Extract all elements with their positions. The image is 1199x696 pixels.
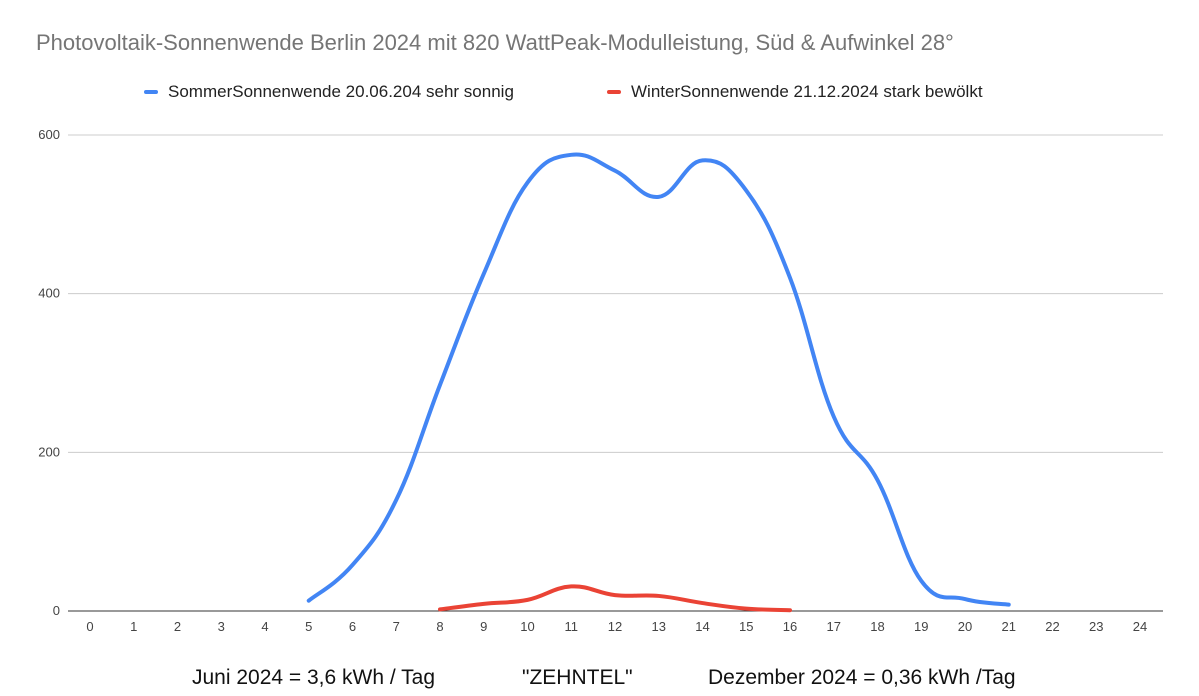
- footer-zehntel: "ZEHNTEL": [522, 666, 633, 689]
- y-tick-label: 0: [53, 603, 60, 618]
- x-tick-label: 1: [130, 619, 137, 634]
- x-tick-label: 22: [1045, 619, 1059, 634]
- x-tick-label: 20: [958, 619, 972, 634]
- x-tick-label: 16: [783, 619, 797, 634]
- x-axis-tick-labels: 0 1 2 3 4 5 6 7 8 9 10 11 12 13 14 15 16 17 18 19 20 21 22 23 24: [86, 619, 1147, 634]
- y-tick-label: 400: [38, 286, 60, 301]
- y-axis-tick-labels: 0 200 400 600: [38, 127, 60, 618]
- series-line-winter[interactable]: [438, 584, 792, 613]
- x-tick-label: 19: [914, 619, 928, 634]
- series-lines: [306, 152, 1011, 613]
- x-tick-label: 10: [520, 619, 534, 634]
- x-tick-label: 2: [174, 619, 181, 634]
- x-tick-label: 11: [565, 619, 579, 634]
- x-tick-label: 0: [86, 619, 93, 634]
- x-tick-label: 9: [480, 619, 487, 634]
- y-tick-label: 200: [38, 444, 60, 459]
- x-tick-label: 6: [349, 619, 356, 634]
- footer-juni: Juni 2024 = 3,6 kWh / Tag: [192, 666, 436, 689]
- legend-item-winter[interactable]: WinterSonnenwende 21.12.2024 stark bewöl…: [607, 82, 983, 102]
- y-tick-label: 600: [38, 127, 60, 142]
- x-tick-label: 3: [218, 619, 225, 634]
- legend-swatch-summer: [144, 90, 158, 94]
- legend-label-winter: WinterSonnenwende 21.12.2024 stark bewöl…: [631, 82, 983, 101]
- series-line-summer[interactable]: [306, 152, 1011, 607]
- legend-swatch-winter: [607, 90, 621, 94]
- x-tick-label: 13: [652, 619, 666, 634]
- x-tick-label: 12: [608, 619, 622, 634]
- footer-dezember: Dezember 2024 = 0,36 kWh /Tag: [708, 666, 1016, 689]
- x-tick-label: 8: [436, 619, 443, 634]
- x-tick-label: 18: [870, 619, 884, 634]
- footer-note: Juni 2024 = 3,6 kWh / Tag "ZEHNTEL" Deze…: [0, 666, 1199, 696]
- x-tick-label: 5: [305, 619, 312, 634]
- x-tick-label: 7: [393, 619, 400, 634]
- legend-label-summer: SommerSonnenwende 20.06.204 sehr sonnig: [168, 82, 514, 101]
- grid-lines: [68, 134, 1163, 612]
- x-tick-label: 23: [1089, 619, 1103, 634]
- legend: SommerSonnenwende 20.06.204 sehr sonnig …: [0, 82, 1199, 106]
- legend-item-summer[interactable]: SommerSonnenwende 20.06.204 sehr sonnig: [144, 82, 514, 102]
- x-tick-label: 4: [261, 619, 268, 634]
- x-tick-label: 21: [1002, 619, 1016, 634]
- x-tick-label: 24: [1133, 619, 1147, 634]
- x-tick-label: 14: [695, 619, 709, 634]
- x-tick-label: 17: [827, 619, 841, 634]
- chart-title: Photovoltaik-Sonnenwende Berlin 2024 mit…: [36, 30, 954, 55]
- x-tick-label: 15: [739, 619, 753, 634]
